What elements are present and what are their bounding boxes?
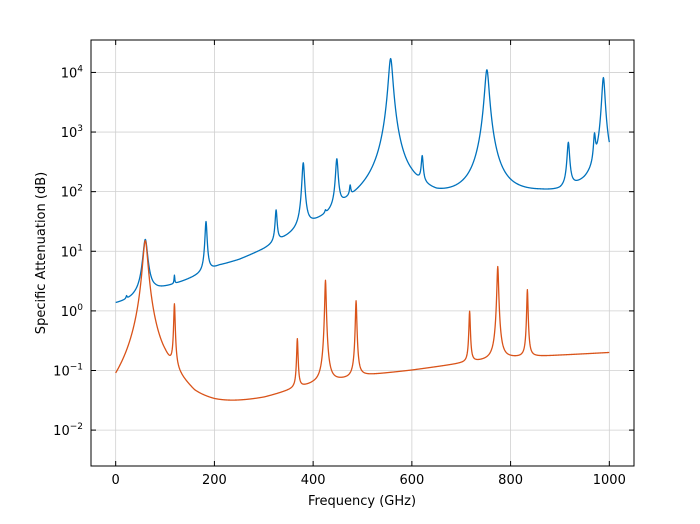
x-tick-label: 800 bbox=[498, 473, 523, 488]
y-tick-label: 100 bbox=[61, 303, 84, 320]
x-tick-label: 400 bbox=[301, 473, 326, 488]
x-tick-label: 0 bbox=[112, 473, 120, 488]
series-line-2 bbox=[115, 240, 610, 401]
y-tick-label: 103 bbox=[61, 124, 83, 141]
ticks: 0 200 400 600 800 1000 10−2 10−1 100 101 102 103 104 bbox=[53, 40, 634, 488]
y-tick-label: 10−1 bbox=[53, 362, 83, 379]
y-tick-label: 102 bbox=[61, 184, 83, 201]
series-line-1 bbox=[115, 57, 610, 304]
series-group bbox=[115, 57, 610, 401]
x-tick-label: 200 bbox=[202, 473, 227, 488]
grid-lines bbox=[91, 40, 634, 466]
y-tick-label: 104 bbox=[61, 64, 84, 81]
x-axis-label: Frequency (GHz) bbox=[308, 494, 416, 509]
plot-frame bbox=[90, 39, 635, 467]
y-tick-label: 101 bbox=[61, 243, 83, 260]
x-tick-label: 1000 bbox=[593, 473, 626, 488]
y-tick-label: 10−2 bbox=[53, 422, 83, 439]
y-axis-label: Specific Attenuation (dB) bbox=[34, 172, 49, 334]
x-tick-label: 600 bbox=[399, 473, 424, 488]
